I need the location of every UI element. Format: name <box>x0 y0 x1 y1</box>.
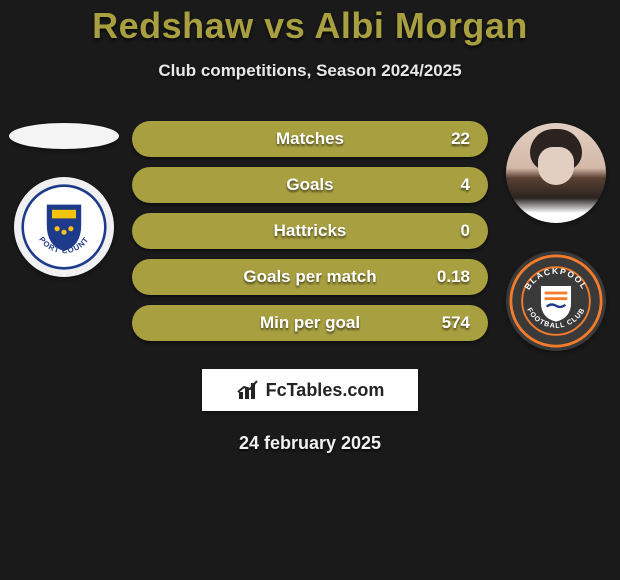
right-player-column: BLACKPOOL FOOTBALL CLUB <box>496 121 616 351</box>
left-club-badge: PORT COUNT <box>14 177 114 277</box>
stat-label: Goals per match <box>132 267 488 287</box>
stat-right-value: 4 <box>461 175 470 195</box>
left-player-avatar <box>9 123 119 149</box>
stat-right-value: 0 <box>461 221 470 241</box>
stats-column: Matches 22 Goals 4 Hattricks 0 Goals per… <box>132 121 488 341</box>
left-player-column: PORT COUNT <box>4 121 124 277</box>
bar-chart-icon <box>236 378 260 402</box>
right-club-badge: BLACKPOOL FOOTBALL CLUB <box>506 251 606 351</box>
stat-bar-goals-per-match: Goals per match 0.18 <box>132 259 488 295</box>
stockport-badge-icon: PORT COUNT <box>21 184 107 270</box>
stat-label: Hattricks <box>132 221 488 241</box>
main-row: PORT COUNT Matches 22 Goals 4 Hattricks … <box>0 121 620 351</box>
page-subtitle: Club competitions, Season 2024/2025 <box>0 61 620 81</box>
stat-bar-matches: Matches 22 <box>132 121 488 157</box>
stat-label: Min per goal <box>132 313 488 333</box>
blackpool-badge-icon: BLACKPOOL FOOTBALL CLUB <box>509 254 603 348</box>
stat-right-value: 22 <box>451 129 470 149</box>
watermark-text: FcTables.com <box>266 380 385 401</box>
stat-right-value: 0.18 <box>437 267 470 287</box>
stat-label: Matches <box>132 129 488 149</box>
stat-label: Goals <box>132 175 488 195</box>
page-title: Redshaw vs Albi Morgan <box>0 5 620 47</box>
stat-bar-hattricks: Hattricks 0 <box>132 213 488 249</box>
stat-right-value: 574 <box>442 313 470 333</box>
right-player-avatar <box>506 123 606 223</box>
watermark: FcTables.com <box>202 369 418 411</box>
stat-bar-goals: Goals 4 <box>132 167 488 203</box>
infographic-root: Redshaw vs Albi Morgan Club competitions… <box>0 0 620 454</box>
footer-date: 24 february 2025 <box>0 433 620 454</box>
stat-bar-min-per-goal: Min per goal 574 <box>132 305 488 341</box>
